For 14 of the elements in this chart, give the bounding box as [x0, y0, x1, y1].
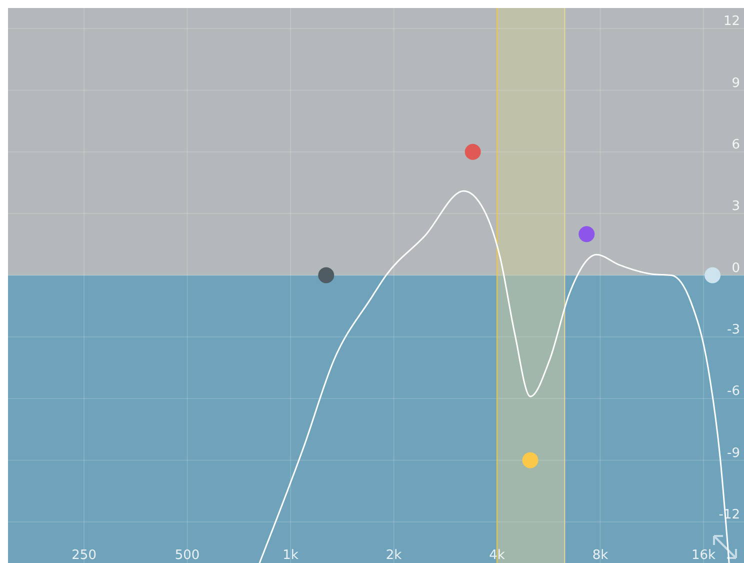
- x-tick-label: 8k: [592, 548, 609, 563]
- x-tick-label: 500: [174, 548, 200, 563]
- x-tick-label: 250: [72, 548, 96, 563]
- x-tick-label: 2k: [386, 548, 402, 563]
- y-tick-label: -3: [727, 322, 740, 338]
- y-tick-label: 9: [732, 76, 740, 91]
- y-tick-label: -9: [727, 446, 740, 461]
- y-tick-label: 0: [732, 260, 740, 276]
- x-tick-label: 1k: [282, 548, 299, 563]
- y-tick-label: -6: [727, 384, 740, 400]
- x-tick-label: 16k: [691, 548, 716, 563]
- y-tick-label: 12: [723, 14, 740, 30]
- y-tick-label: 6: [732, 137, 740, 152]
- y-tick-label: 3: [732, 199, 740, 214]
